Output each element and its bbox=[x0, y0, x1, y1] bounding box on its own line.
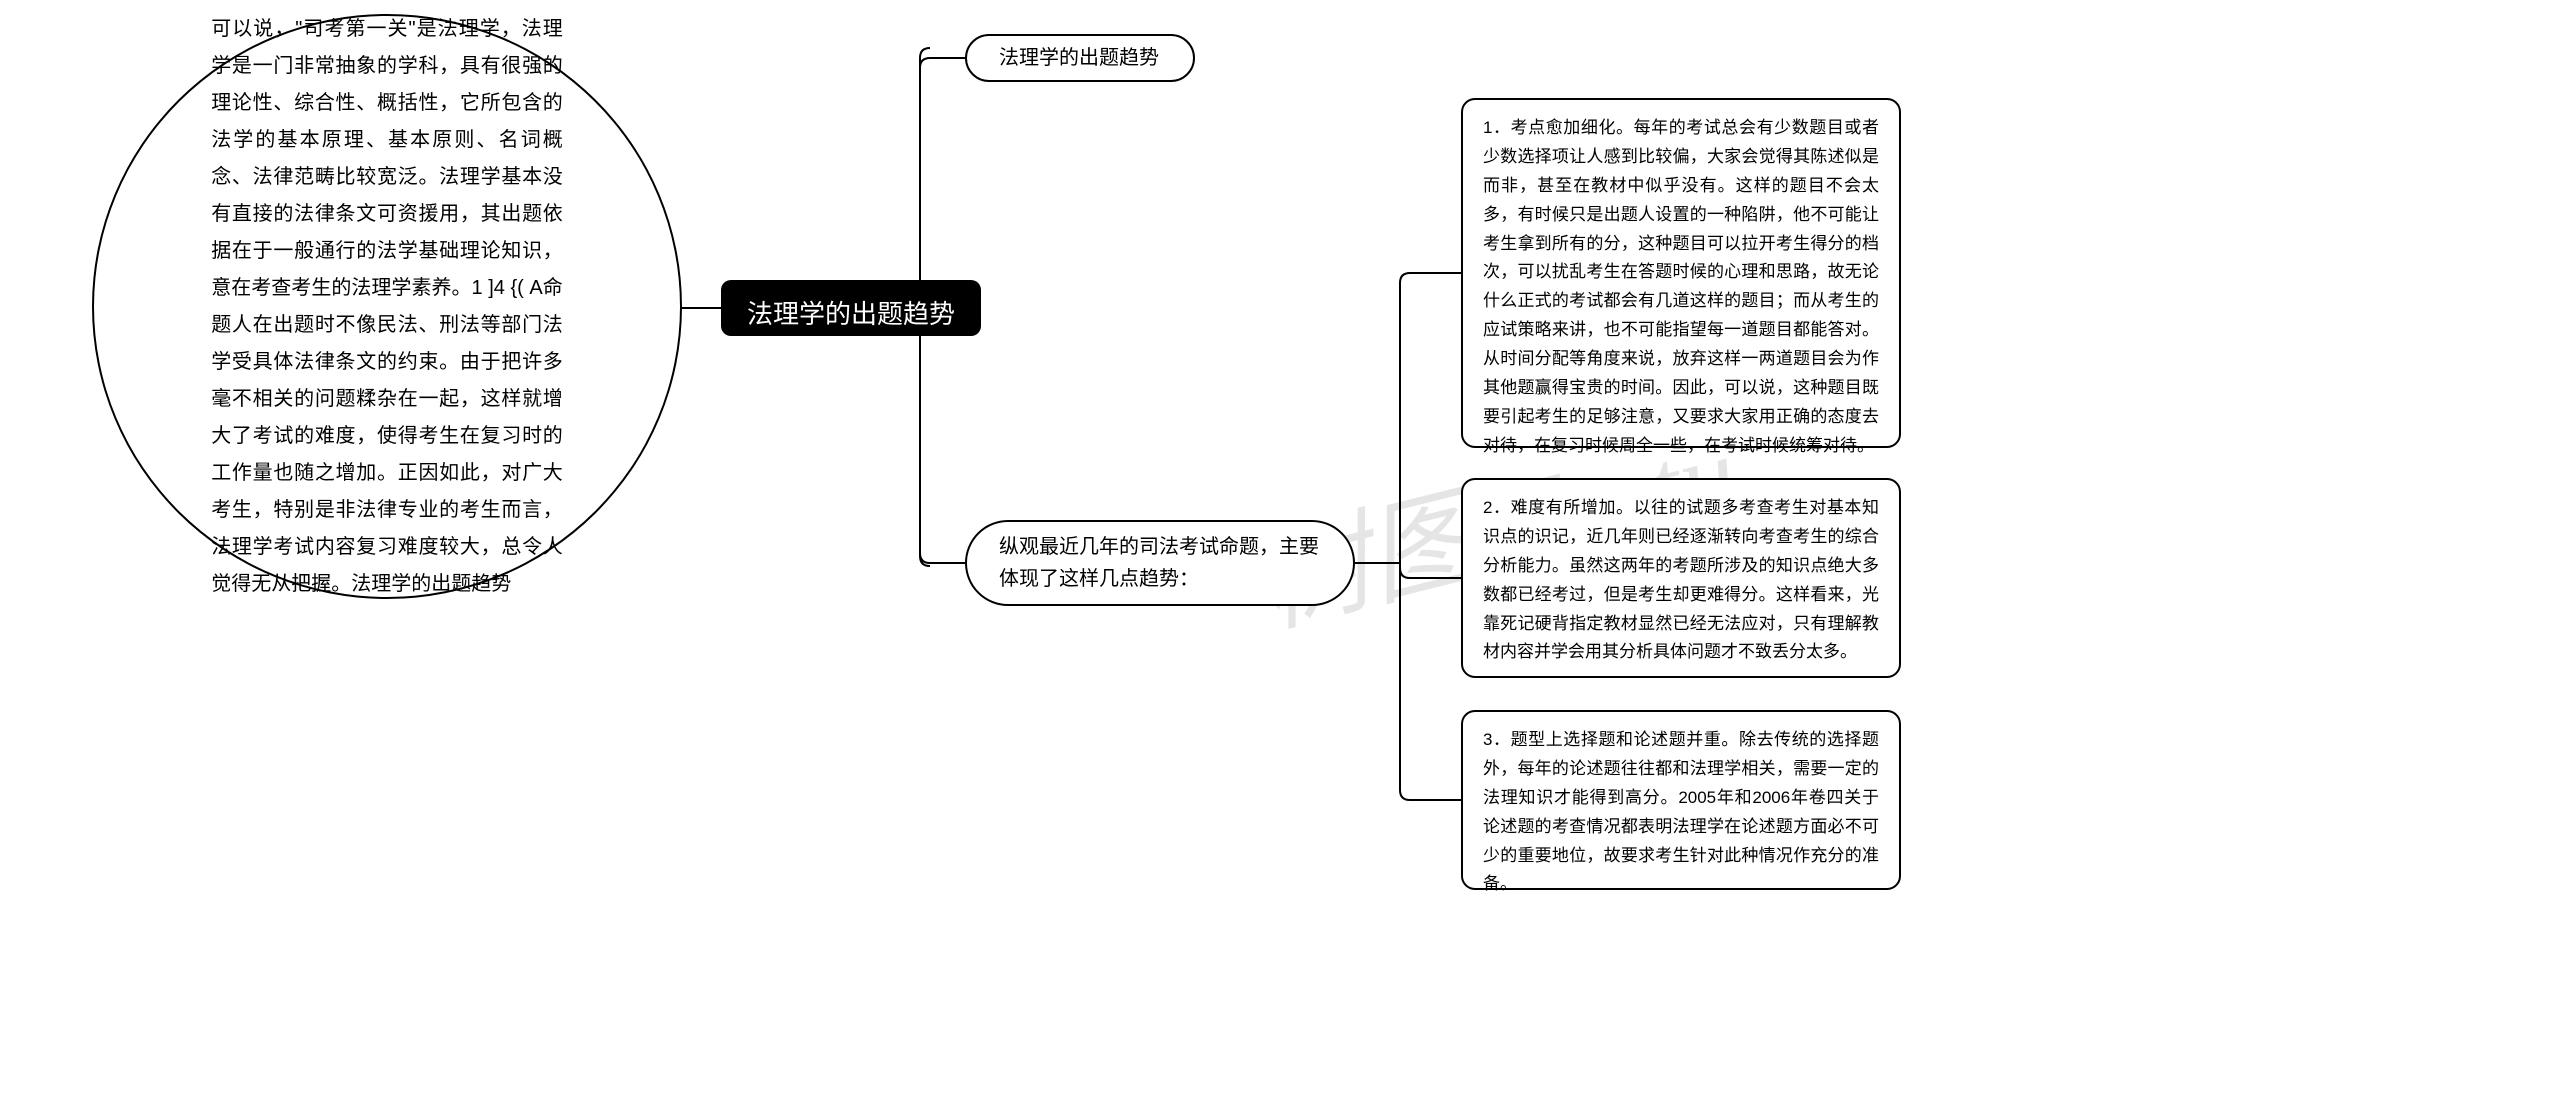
left-ellipse-text: 可以说，"司考第一关"是法理学，法理学是一门非常抽象的学科，具有很强的理论性、综… bbox=[211, 11, 563, 603]
child-top-node: 法理学的出题趋势 bbox=[965, 34, 1195, 82]
leaf-1-node: 1．考点愈加细化。每年的考试总会有少数题目或者少数选择项让人感到比较偏，大家会觉… bbox=[1461, 98, 1901, 448]
edge-to-child-bottom bbox=[920, 308, 965, 563]
leaf-1-text: 1．考点愈加细化。每年的考试总会有少数题目或者少数选择项让人感到比较偏，大家会觉… bbox=[1483, 118, 1879, 455]
edge-to-leaf-3 bbox=[1400, 563, 1461, 800]
leaf-3-node: 3．题型上选择题和论述题并重。除去传统的选择题外，每年的论述题往往都和法理学相关… bbox=[1461, 710, 1901, 890]
root-label: 法理学的出题趋势 bbox=[747, 299, 955, 329]
edge-to-leaf-2 bbox=[1400, 563, 1461, 578]
edge-to-leaf-1 bbox=[1400, 273, 1461, 563]
child-top-label: 法理学的出题趋势 bbox=[999, 42, 1159, 74]
leaf-3-text: 3．题型上选择题和论述题并重。除去传统的选择题外，每年的论述题往往都和法理学相关… bbox=[1483, 730, 1879, 893]
child-bottom-label: 纵观最近几年的司法考试命题，主要体现了这样几点趋势： bbox=[999, 531, 1321, 595]
edge-to-child-top bbox=[920, 58, 965, 308]
leaf-2-node: 2．难度有所增加。以往的试题多考查考生对基本知识点的识记，近几年则已经逐渐转向考… bbox=[1461, 478, 1901, 678]
child-bottom-node: 纵观最近几年的司法考试命题，主要体现了这样几点趋势： bbox=[965, 520, 1355, 606]
left-ellipse-node: 可以说，"司考第一关"是法理学，法理学是一门非常抽象的学科，具有很强的理论性、综… bbox=[92, 14, 682, 599]
leaf-2-text: 2．难度有所增加。以往的试题多考查考生对基本知识点的识记，近几年则已经逐渐转向考… bbox=[1483, 498, 1879, 661]
root-node: 法理学的出题趋势 bbox=[721, 280, 981, 336]
